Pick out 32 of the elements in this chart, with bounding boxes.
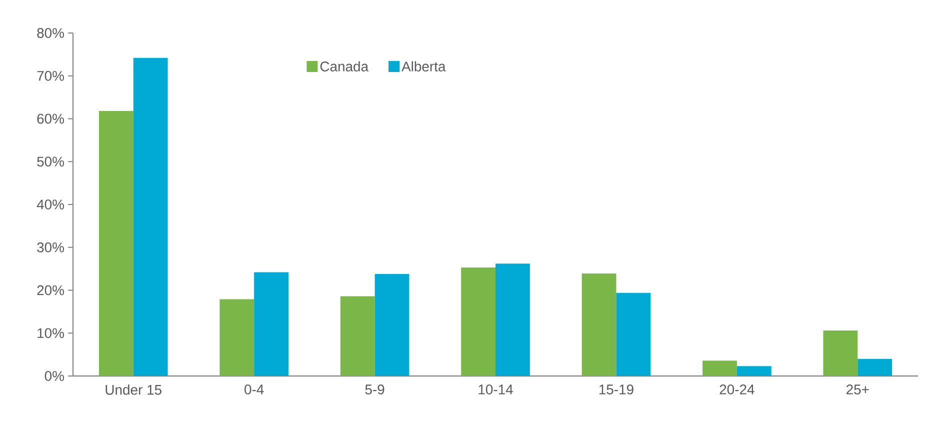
- y-tick-label: 70%: [37, 70, 64, 81]
- bar: [496, 264, 530, 376]
- bar: [858, 358, 892, 376]
- y-tick-label: 10%: [38, 328, 64, 338]
- x-tick-label: 5-9: [365, 384, 384, 394]
- x-tick-label: 20-24: [720, 384, 754, 394]
- bar: [582, 274, 616, 376]
- bar: [616, 292, 651, 376]
- x-tick-label: Under 15: [106, 384, 162, 395]
- bar: [340, 296, 375, 376]
- bar: [133, 58, 168, 376]
- bar: [823, 330, 858, 376]
- y-tick-label: 60%: [37, 114, 64, 124]
- bar: [220, 299, 254, 376]
- y-tick-label: 40%: [36, 200, 64, 210]
- y-tick-label: 80%: [37, 28, 64, 38]
- bar: [98, 111, 134, 376]
- legend-label: Alberta: [402, 61, 446, 72]
- x-tick-label: 15-19: [599, 384, 634, 394]
- y-tick-label: 0%: [44, 371, 64, 381]
- x-tick-label: 25+: [846, 384, 869, 394]
- bar: [736, 366, 772, 376]
- y-tick-label: 20%: [37, 285, 64, 296]
- x-tick-label: 0-4: [244, 384, 264, 394]
- x-tick-label: 10-14: [478, 384, 513, 394]
- legend-label: Canada: [320, 61, 369, 72]
- bar: [702, 360, 737, 376]
- bar: [374, 274, 410, 376]
- y-tick-label: 30%: [37, 242, 64, 252]
- y-tick-label: 50%: [37, 156, 64, 167]
- bar: [461, 268, 496, 376]
- bar: [254, 272, 288, 376]
